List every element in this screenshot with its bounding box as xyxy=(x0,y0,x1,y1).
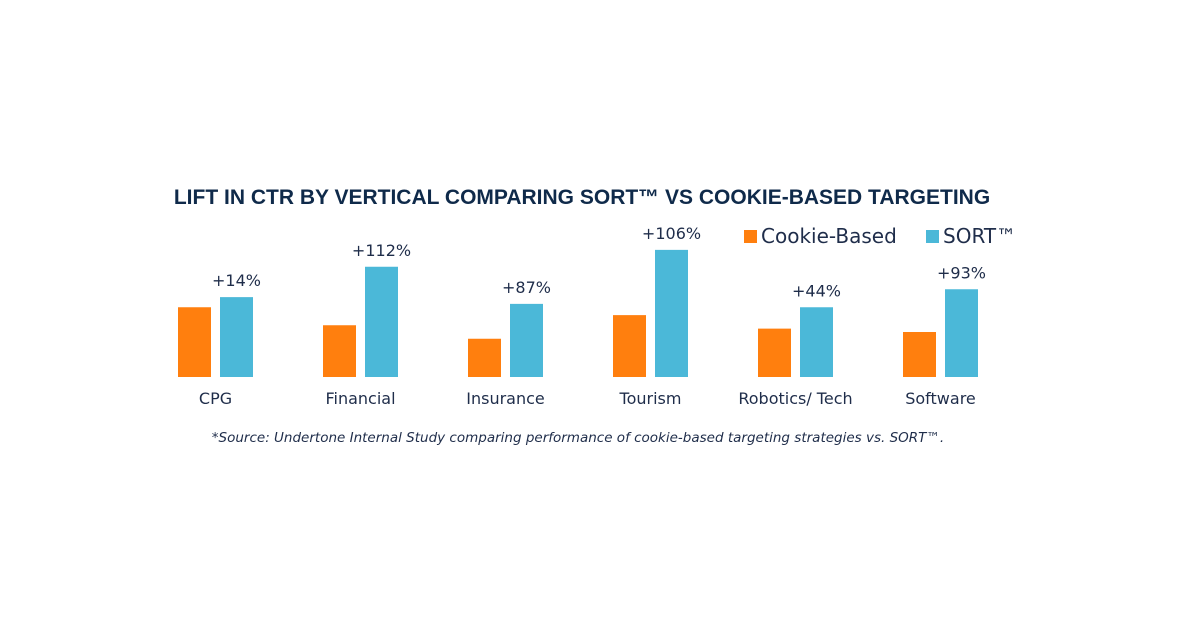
legend-swatch-cookie xyxy=(744,230,757,243)
category-label-5: Software xyxy=(905,389,976,408)
category-label-3: Tourism xyxy=(619,389,682,408)
legend-label-sort: SORT™ xyxy=(943,224,1016,248)
lift-label-5: +93% xyxy=(937,263,986,282)
lift-label-2: +87% xyxy=(502,278,551,297)
lift-label-3: +106% xyxy=(642,224,701,243)
legend-label-cookie: Cookie-Based xyxy=(761,224,897,248)
category-labels-group: CPG Financial Insurance Tourism Robotics/ Te… xyxy=(199,389,976,408)
legend-swatch-sort xyxy=(926,230,939,243)
bar-cookie-0 xyxy=(178,307,211,377)
bar-cookie-3 xyxy=(613,315,646,377)
source-footnote: *Source: Undertone Internal Study compar… xyxy=(212,430,944,446)
lift-label-4: +44% xyxy=(792,281,841,300)
lift-label-0: +14% xyxy=(212,271,261,290)
bars-group xyxy=(178,249,978,377)
bar-cookie-2 xyxy=(468,338,501,377)
bar-sort-1 xyxy=(365,266,398,377)
lift-label-1: +112% xyxy=(352,241,411,260)
category-label-0: CPG xyxy=(199,389,232,408)
bar-sort-3 xyxy=(655,249,688,377)
bar-sort-5 xyxy=(945,289,978,377)
bar-cookie-5 xyxy=(903,332,936,377)
lift-labels-group: +14% +112% +87% +106% +44% +93% xyxy=(212,224,986,300)
chart-title: LIFT IN CTR BY VERTICAL COMPARING SORT™ … xyxy=(174,186,990,209)
bar-sort-2 xyxy=(510,303,543,377)
legend: Cookie-Based SORT™ xyxy=(744,224,1016,248)
bar-cookie-1 xyxy=(323,325,356,377)
bar-sort-0 xyxy=(220,297,253,377)
category-label-4: Robotics/ Tech xyxy=(738,389,852,408)
category-label-1: Financial xyxy=(325,389,395,408)
bar-cookie-4 xyxy=(758,328,791,377)
bar-sort-4 xyxy=(800,307,833,377)
category-label-2: Insurance xyxy=(466,389,545,408)
